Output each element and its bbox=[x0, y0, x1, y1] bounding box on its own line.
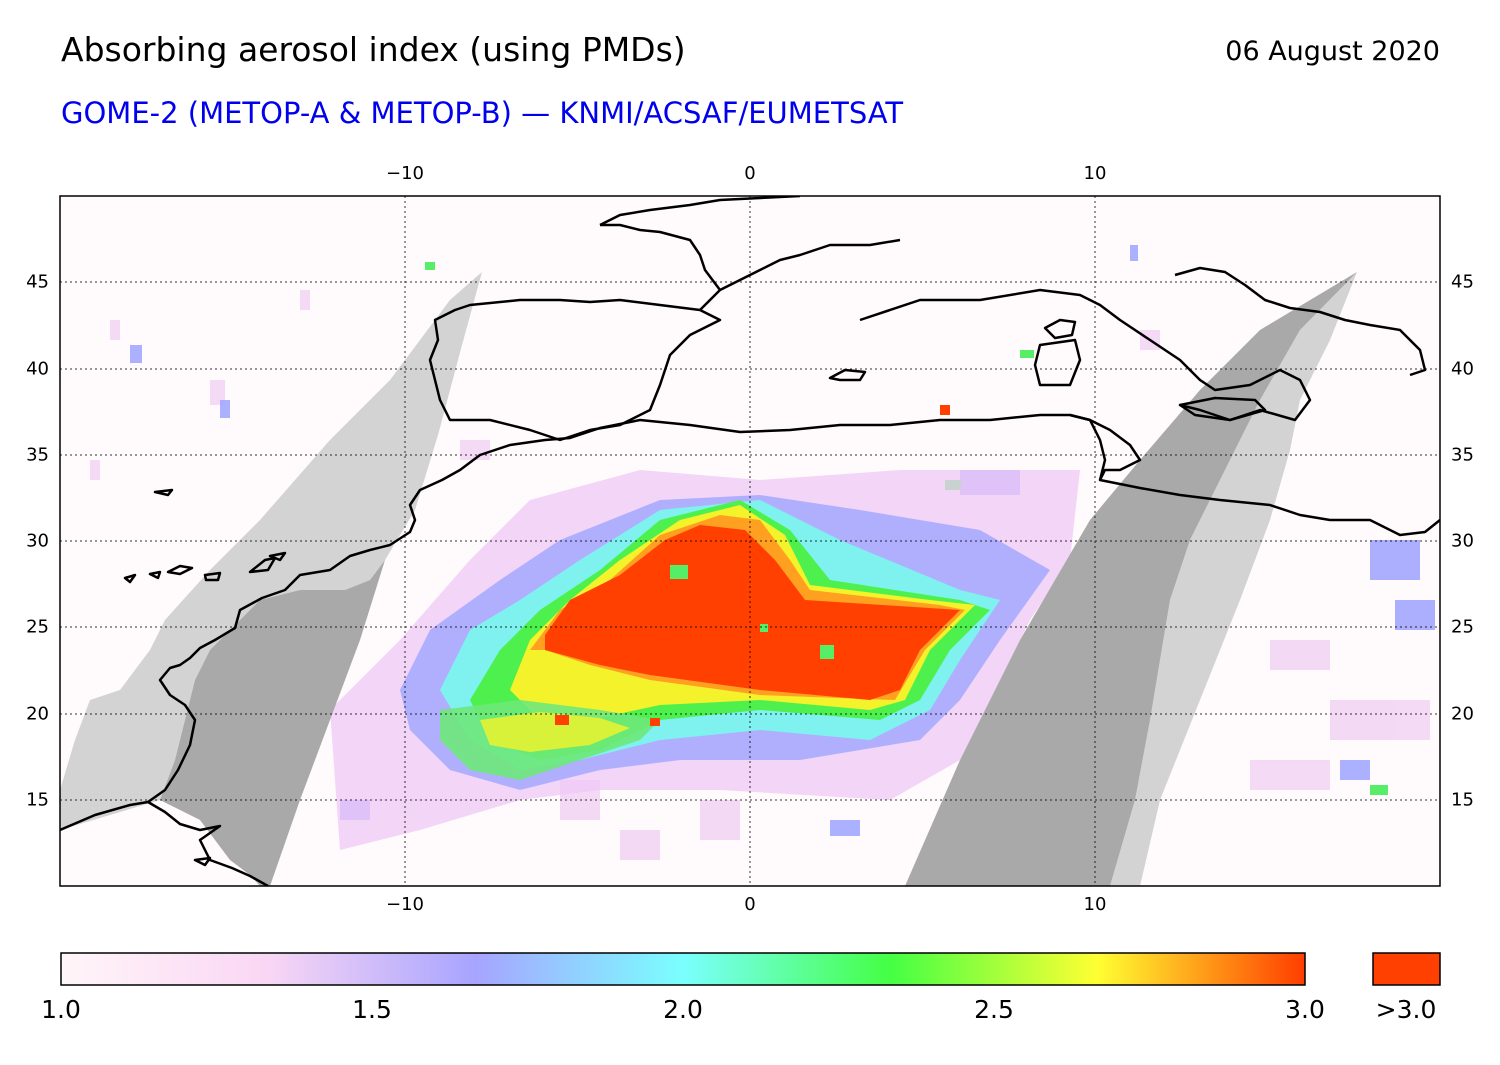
plume-core-gaps bbox=[670, 565, 834, 659]
lat-tick-left-20: 20 bbox=[26, 703, 49, 725]
coast-sicily bbox=[1178, 396, 1267, 422]
lon-tick-top-10: 10 bbox=[1083, 163, 1107, 184]
lat-tick-left-15: 15 bbox=[26, 789, 49, 811]
colorbar-label-1-5: 1.5 bbox=[352, 995, 392, 1024]
lat-tick-right-25: 25 bbox=[1451, 616, 1474, 638]
coast-canary-6 bbox=[268, 551, 287, 562]
coast-iberia bbox=[428, 298, 722, 442]
coast-africa-west bbox=[60, 800, 269, 886]
coast-italy-boot bbox=[1174, 266, 1427, 377]
lon-tick-bottom-neg10: −10 bbox=[386, 894, 424, 915]
lon-tick-bottom-10: 10 bbox=[1083, 894, 1107, 915]
low-index-speckles bbox=[90, 290, 1430, 860]
coast-corsica bbox=[1043, 318, 1077, 340]
lat-tick-right-35: 35 bbox=[1451, 444, 1474, 466]
colorbar-label-2-5: 2.5 bbox=[974, 995, 1014, 1024]
coast-cape-verde bbox=[193, 856, 212, 867]
coast-france-south bbox=[699, 238, 901, 311]
lat-tick-right-15: 15 bbox=[1451, 789, 1474, 811]
lat-tick-right-40: 40 bbox=[1451, 358, 1474, 380]
red-speckle bbox=[940, 405, 950, 415]
lat-tick-left-35: 35 bbox=[26, 444, 49, 466]
map-date: 06 August 2020 bbox=[1225, 36, 1440, 67]
lat-tick-left-30: 30 bbox=[26, 530, 49, 552]
plume-lower-red bbox=[555, 715, 660, 726]
lat-tick-right-20: 20 bbox=[1451, 703, 1474, 725]
coast-canary-4 bbox=[203, 571, 222, 582]
colorbar-label-2-0: 2.0 bbox=[663, 995, 703, 1024]
swath-gap-right-dark bbox=[905, 272, 1357, 886]
colorbar-label-1-0: 1.0 bbox=[41, 995, 81, 1024]
colorbar-label-3-0: 3.0 bbox=[1285, 995, 1325, 1024]
map-frame bbox=[59, 195, 1441, 887]
lat-tick-left-45: 45 bbox=[26, 271, 49, 293]
coast-italy-gulf bbox=[859, 288, 1312, 422]
coast-tunisia bbox=[1069, 413, 1142, 481]
coast-madeira bbox=[153, 488, 174, 497]
lat-tick-left-25: 25 bbox=[26, 616, 49, 638]
swath-gap-left-dark bbox=[160, 560, 385, 886]
coast-sardinia bbox=[1033, 338, 1082, 387]
lat-tick-right-30: 30 bbox=[1451, 530, 1474, 552]
gridlines bbox=[60, 196, 1440, 886]
coast-canary-2 bbox=[148, 570, 162, 580]
map-subtitle: GOME-2 (METOP-A & METOP-B) — KNMI/ACSAF/… bbox=[61, 96, 904, 130]
lon-tick-top-0: 0 bbox=[744, 163, 756, 184]
lat-tick-left-40: 40 bbox=[26, 358, 49, 380]
coast-bay-of-biscay bbox=[600, 223, 721, 291]
plume-lower-band-yellow bbox=[480, 712, 630, 752]
coast-balearics bbox=[828, 368, 867, 382]
coast-canary-3 bbox=[166, 564, 194, 576]
plume-core-red bbox=[545, 525, 960, 700]
coast-france-west bbox=[599, 196, 801, 227]
colorbar-label-over: >3.0 bbox=[1375, 995, 1437, 1024]
lon-tick-bottom-0: 0 bbox=[744, 894, 756, 915]
coast-canary-1 bbox=[123, 573, 137, 584]
swath-gap-right-light bbox=[1110, 272, 1357, 886]
lat-tick-right-45: 45 bbox=[1451, 271, 1474, 293]
map-title: Absorbing aerosol index (using PMDs) bbox=[61, 30, 686, 69]
lon-tick-top-neg10: −10 bbox=[386, 163, 424, 184]
